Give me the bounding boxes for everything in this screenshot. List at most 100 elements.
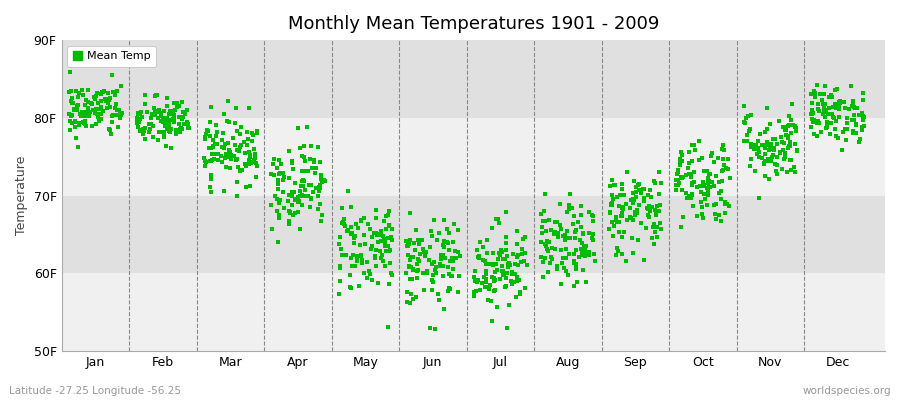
Point [720, 201, 734, 207]
Point [674, 224, 688, 230]
Point [250, 130, 265, 136]
Point [569, 266, 583, 272]
Point [855, 127, 869, 133]
Point [249, 162, 264, 169]
Point [605, 202, 619, 209]
Point [509, 294, 524, 300]
Point [676, 174, 690, 180]
Point [242, 156, 256, 163]
Point [558, 255, 572, 261]
Point [104, 71, 119, 78]
Point [576, 267, 590, 274]
Point [784, 130, 798, 136]
Point [541, 269, 555, 276]
Point [790, 148, 805, 154]
Point [705, 149, 719, 156]
Point [243, 183, 257, 190]
Point [144, 111, 158, 117]
Point [451, 289, 465, 296]
Point [670, 177, 685, 183]
Point [232, 144, 247, 150]
Point [499, 282, 513, 289]
Point [775, 166, 789, 172]
Point [307, 157, 321, 163]
Point [172, 103, 186, 109]
Point [248, 160, 263, 166]
Point [144, 120, 158, 127]
Point [559, 246, 573, 252]
Point [288, 196, 302, 203]
Point [830, 103, 844, 109]
Point [432, 230, 446, 236]
Point [156, 129, 170, 136]
Point [853, 136, 868, 142]
Point [230, 156, 245, 162]
Point [840, 126, 854, 132]
Point [368, 230, 382, 237]
Point [573, 224, 588, 230]
Point [294, 178, 309, 185]
Point [674, 186, 688, 193]
Point [714, 218, 728, 224]
Point [697, 191, 711, 197]
Point [302, 156, 317, 162]
Point [629, 189, 643, 195]
Point [130, 116, 144, 122]
Point [65, 100, 79, 107]
Point [112, 113, 127, 119]
Point [67, 107, 81, 113]
Point [203, 188, 218, 195]
Point [775, 139, 789, 146]
Point [824, 131, 838, 138]
Point [292, 193, 307, 199]
Point [248, 155, 262, 162]
Point [148, 91, 163, 98]
Point [551, 229, 565, 236]
Point [736, 119, 751, 125]
Point [200, 127, 214, 133]
Point [846, 98, 860, 105]
Point [832, 113, 846, 120]
Point [679, 172, 693, 178]
Point [602, 209, 616, 216]
Point [373, 230, 387, 237]
Point [374, 252, 389, 258]
Point [699, 168, 714, 174]
Point [101, 100, 115, 106]
Point [644, 234, 659, 241]
Point [605, 177, 619, 183]
Point [695, 204, 709, 210]
Point [292, 226, 307, 232]
Point [850, 120, 864, 127]
Point [605, 200, 619, 206]
Point [286, 211, 301, 218]
Point [488, 277, 502, 284]
Point [152, 107, 166, 113]
Point [216, 130, 230, 136]
Point [80, 104, 94, 111]
Point [856, 112, 870, 119]
Point [814, 128, 829, 135]
Point [271, 177, 285, 183]
Point [410, 274, 424, 281]
Point [670, 169, 685, 176]
Point [138, 100, 152, 107]
Point [63, 126, 77, 133]
Point [608, 181, 622, 188]
Point [615, 185, 629, 192]
Point [164, 126, 178, 132]
Point [272, 171, 286, 178]
Point [382, 281, 397, 288]
Point [578, 253, 592, 259]
Point [426, 272, 440, 278]
Point [158, 119, 173, 125]
Point [272, 215, 286, 221]
Point [286, 166, 301, 172]
Point [487, 288, 501, 294]
Point [356, 232, 371, 238]
Point [382, 222, 396, 228]
Point [641, 212, 655, 218]
Point [313, 201, 328, 207]
Point [469, 279, 483, 285]
Point [782, 122, 796, 128]
